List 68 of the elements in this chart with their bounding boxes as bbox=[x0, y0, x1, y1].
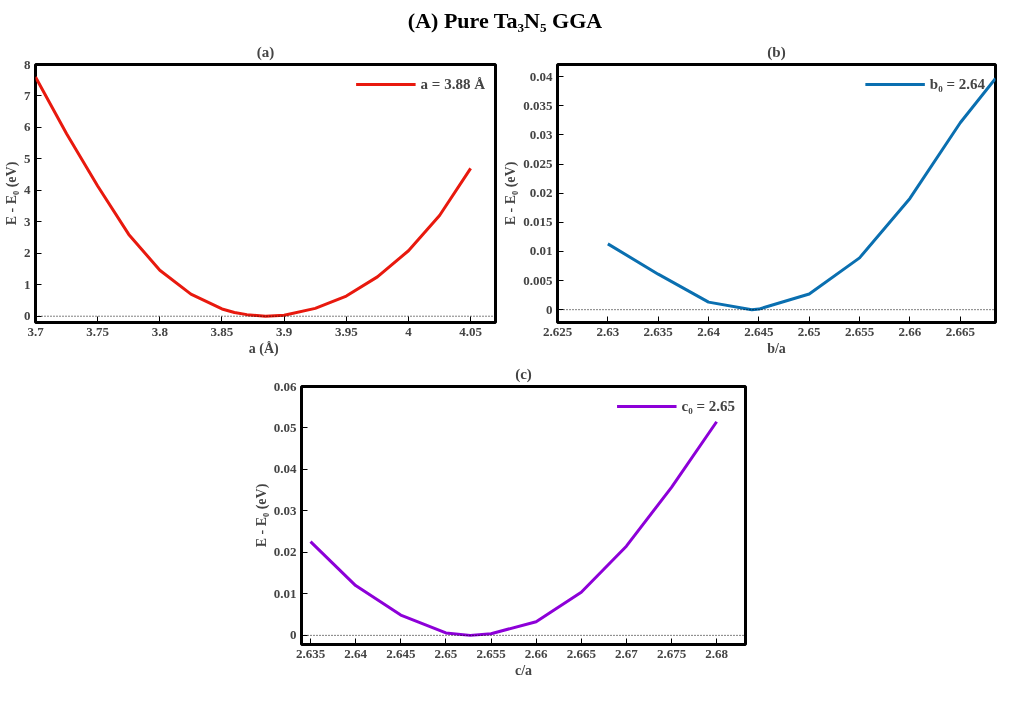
x-tick-label: 2.655 bbox=[476, 645, 507, 661]
y-axis-title: E - E₀ (eV) bbox=[253, 483, 270, 548]
chart-title: (c) bbox=[515, 365, 532, 383]
y-tick-label: 8 bbox=[24, 56, 31, 72]
y-tick-label: 0.01 bbox=[273, 585, 297, 601]
x-tick-label: 3.85 bbox=[210, 323, 234, 339]
x-tick-label: 2.68 bbox=[705, 645, 729, 661]
legend-label: c₀ = 2.65 bbox=[681, 397, 735, 415]
x-tick-label: 2.67 bbox=[615, 645, 639, 661]
legend-label: b₀ = 2.64 bbox=[929, 75, 985, 93]
x-tick-label: 3.9 bbox=[276, 323, 293, 339]
y-tick-label: 0 bbox=[24, 308, 31, 324]
x-tick-label: 2.675 bbox=[656, 645, 687, 661]
x-axis-title: c/a bbox=[514, 662, 533, 678]
y-tick-label: 0.05 bbox=[273, 419, 297, 435]
x-tick-label: 2.665 bbox=[566, 645, 597, 661]
x-tick-label: 2.66 bbox=[524, 645, 549, 661]
x-tick-label: 3.95 bbox=[334, 323, 359, 339]
text: (A) Pure Ta₃N₅ GGA bbox=[407, 7, 603, 35]
x-tick-label: 2.66 bbox=[898, 323, 922, 339]
y-tick-label: 0.03 bbox=[273, 502, 297, 518]
y-tick-label: 0 bbox=[546, 301, 553, 317]
y-axis-title: E - E₀ (eV) bbox=[503, 161, 520, 226]
line-series bbox=[606, 76, 996, 312]
x-tick-label: 2.635 bbox=[643, 323, 674, 339]
y-tick-label: 4 bbox=[24, 182, 31, 198]
y-tick-label: 0.04 bbox=[529, 68, 553, 84]
y-tick-label: 2 bbox=[24, 245, 31, 261]
x-tick-label: 2.645 bbox=[744, 323, 774, 339]
y-tick-label: 0.01 bbox=[529, 243, 553, 259]
y-tick-label: 0.005 bbox=[523, 272, 553, 288]
x-tick-label: 2.655 bbox=[844, 323, 875, 339]
y-tick-label: 0.025 bbox=[523, 156, 553, 172]
x-tick-label: 2.65 bbox=[797, 323, 822, 339]
y-tick-label: 0 bbox=[290, 627, 297, 643]
x-tick-label: 2.625 bbox=[542, 323, 573, 339]
y-tick-label: 0.015 bbox=[523, 214, 553, 230]
chart-title: (a) bbox=[256, 43, 275, 61]
y-tick-label: 0.03 bbox=[529, 126, 553, 142]
line-series bbox=[309, 420, 719, 637]
y-tick-label: 0.035 bbox=[523, 97, 553, 113]
chart-title: (b) bbox=[767, 43, 786, 61]
y-tick-label: 0.04 bbox=[273, 461, 297, 477]
y-tick-label: 3 bbox=[24, 213, 31, 229]
x-axis-title: b/a bbox=[767, 340, 786, 356]
y-tick-label: 1 bbox=[24, 276, 31, 292]
line-series bbox=[35, 75, 473, 318]
y-axis-title: E - E₀ (eV) bbox=[4, 161, 20, 226]
y-tick-label: 0.02 bbox=[273, 544, 297, 560]
y-tick-label: 0.02 bbox=[529, 185, 553, 201]
x-tick-label: 3.8 bbox=[151, 323, 169, 339]
x-axis-title: a (Å) bbox=[248, 340, 280, 357]
y-tick-label: 5 bbox=[24, 150, 31, 166]
x-tick-label: 3.75 bbox=[86, 323, 110, 339]
y-tick-label: 0.06 bbox=[273, 378, 297, 394]
x-tick-label: 2.665 bbox=[945, 323, 976, 339]
x-tick-label: 4 bbox=[405, 323, 413, 339]
legend-label: a = 3.88 Å bbox=[420, 75, 485, 93]
x-tick-label: 2.64 bbox=[344, 645, 368, 661]
x-tick-label: 2.635 bbox=[295, 645, 326, 661]
x-tick-label: 3.7 bbox=[27, 323, 45, 339]
y-tick-label: 6 bbox=[24, 119, 31, 135]
x-tick-label: 2.645 bbox=[386, 645, 416, 661]
x-tick-label: 4.05 bbox=[459, 323, 483, 339]
y-tick-label: 7 bbox=[24, 87, 31, 103]
x-tick-label: 2.64 bbox=[697, 323, 721, 339]
x-tick-label: 2.63 bbox=[596, 323, 620, 339]
x-tick-label: 2.65 bbox=[434, 645, 458, 661]
